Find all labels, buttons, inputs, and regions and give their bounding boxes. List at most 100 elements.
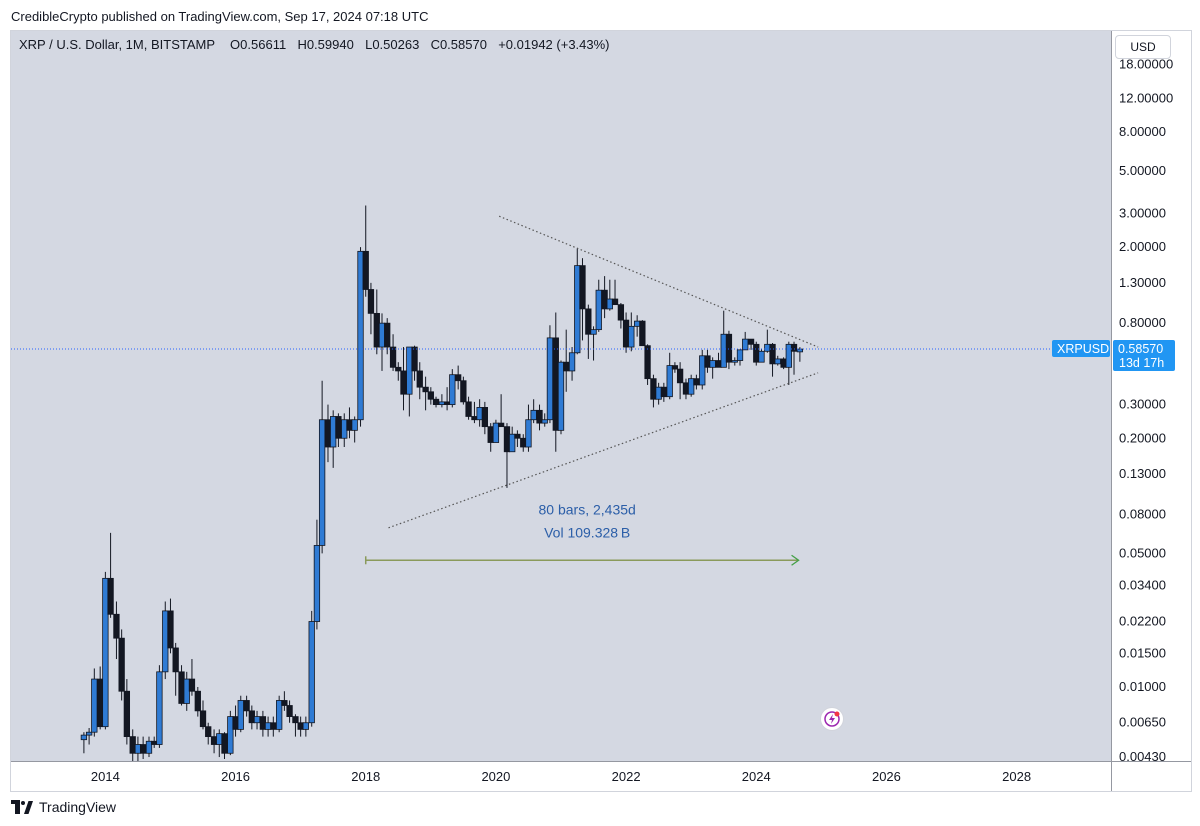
candle	[199, 700, 207, 730]
candle	[644, 344, 651, 385]
candle	[85, 728, 93, 745]
candle-body-down	[389, 346, 397, 368]
time-tick-label: 2016	[221, 769, 250, 784]
candle-body-up	[568, 352, 576, 372]
candle-body-up	[183, 678, 190, 704]
candle-body-down	[487, 426, 494, 443]
candle	[497, 394, 505, 428]
candle	[308, 610, 315, 727]
candle-body-up	[156, 671, 163, 745]
candle-body-down	[497, 422, 505, 428]
time-tick-label: 2020	[481, 769, 510, 784]
candle-body-up	[406, 346, 413, 395]
candle-body-up	[227, 716, 234, 754]
candle-body-down	[715, 360, 722, 368]
candle	[753, 341, 760, 366]
candle-body-down	[400, 370, 407, 395]
candle-body-up	[655, 386, 662, 400]
candle	[107, 532, 114, 618]
candle-body-down	[373, 312, 380, 348]
candle-body-up	[276, 700, 283, 730]
time-tick-label: 2024	[742, 769, 771, 784]
price-tick-label: 0.01500	[1119, 645, 1166, 660]
candle-body-down	[639, 320, 646, 347]
candle	[172, 642, 179, 696]
candle-body-down	[97, 678, 104, 728]
candle-body-down	[367, 289, 375, 314]
candle	[725, 330, 733, 370]
candle-body-up	[492, 422, 500, 443]
candle-body-up	[438, 401, 446, 405]
measure-arrow-head	[791, 554, 800, 566]
candle-body-up	[764, 343, 771, 352]
tradingview-logo-icon	[11, 800, 33, 814]
candle-body-up	[709, 360, 716, 368]
candle-body-down	[281, 700, 288, 706]
price-tick-label: 0.00430	[1119, 749, 1166, 764]
candle-body-up	[264, 722, 272, 730]
candle	[509, 426, 516, 453]
candle-body-down	[671, 365, 679, 370]
price-tick-label: 8.00000	[1119, 124, 1166, 139]
ohlc-legend: XRP / U.S. Dollar, 1M, BITSTAMP O0.56611…	[19, 37, 610, 52]
candle-body-up	[796, 348, 804, 353]
candle	[595, 279, 602, 332]
candle	[367, 282, 375, 335]
candle-body-down	[199, 710, 207, 728]
candle-body-down	[129, 736, 136, 754]
price-tick-label: 12.00000	[1119, 90, 1173, 105]
candle-body-down	[395, 366, 402, 372]
candle-body-down	[210, 736, 218, 745]
legend-open-value: 0.56611	[240, 37, 287, 52]
candle-body-down	[514, 433, 521, 439]
legend-high-label: H	[297, 37, 307, 52]
candle-body-up	[736, 349, 744, 361]
price-tick-label: 0.13000	[1119, 466, 1166, 481]
candle	[411, 345, 418, 381]
candle	[156, 665, 163, 748]
price-tick-label: 18.00000	[1119, 57, 1173, 72]
candle	[357, 247, 364, 427]
candle-body-up	[313, 545, 321, 622]
price-tick-label: 5.00000	[1119, 163, 1166, 178]
symbol-tag-label: XRPUSD	[1057, 342, 1109, 356]
candle-body-up	[688, 378, 695, 395]
candle-body-up	[699, 355, 706, 386]
candle-body-down	[460, 380, 467, 403]
candle-body-up	[145, 740, 153, 754]
candle-body-up	[574, 265, 581, 354]
price-tick-label: 0.03400	[1119, 577, 1166, 592]
publication-header: CredibleCrypto published on TradingView.…	[11, 9, 429, 24]
candle-body-up	[330, 416, 337, 448]
candle	[617, 302, 625, 329]
candle	[465, 396, 472, 420]
chart-panel[interactable]: 18.00000 12.00000 8.00000 5.00000 3.00000 2.0…	[10, 30, 1192, 792]
currency-button[interactable]: USD	[1115, 35, 1171, 59]
candle-body-up	[341, 419, 348, 439]
candle-body-down	[167, 610, 174, 649]
candle-body-down	[471, 416, 478, 421]
time-tick-label: 2018	[351, 769, 380, 784]
candle	[123, 679, 131, 745]
candle-body-down	[660, 386, 667, 398]
candle-body-down	[411, 346, 418, 372]
candle-body-up	[216, 733, 223, 745]
candle-body-down	[297, 722, 304, 730]
candle-body-down	[455, 374, 462, 382]
flash-button[interactable]	[820, 707, 844, 731]
legend-change: +0.01942 (+3.43%)	[498, 37, 610, 52]
candle	[460, 376, 467, 405]
legend-open-label: O	[230, 37, 241, 52]
candle-body-up	[102, 577, 109, 728]
candle-body-down	[601, 289, 608, 310]
candle-body-down	[650, 378, 657, 400]
candle-body-down	[113, 613, 120, 639]
candle	[384, 318, 391, 355]
candle-body-up	[666, 365, 673, 398]
candles	[80, 205, 804, 761]
candle-body-up	[541, 419, 548, 424]
price-chart[interactable]: 18.00000 12.00000 8.00000 5.00000 3.00000 2.0…	[11, 31, 1192, 792]
candle	[758, 348, 765, 363]
candle	[188, 659, 196, 696]
candle-body-down	[725, 333, 733, 363]
